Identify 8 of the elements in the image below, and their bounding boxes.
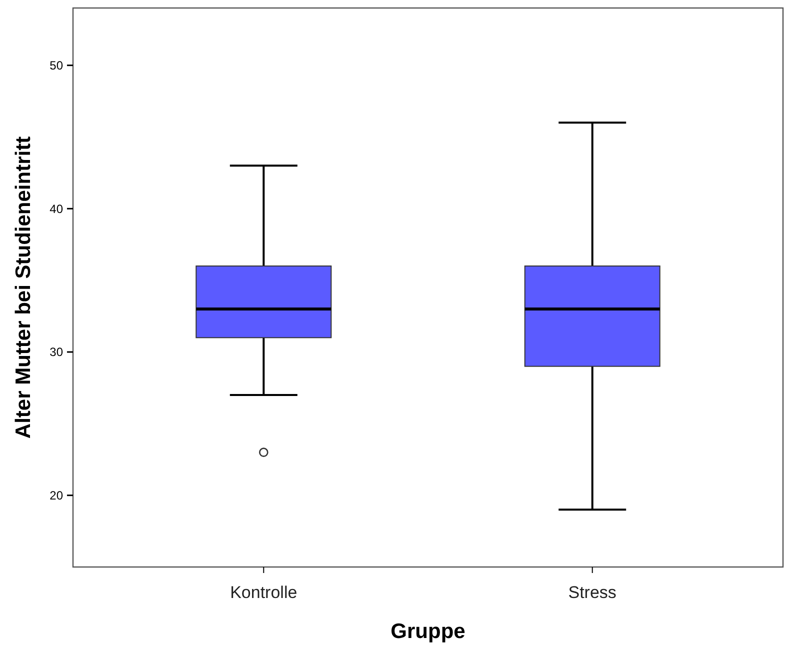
y-tick-label: 30 [50,345,64,360]
y-tick-label: 20 [50,488,64,503]
x-axis-title: Gruppe [390,620,466,643]
x-tick-label: Kontrolle [230,583,298,602]
y-axis-title: Alter Mutter bei Studieneintritt [12,136,35,439]
x-tick-label: Stress [568,583,616,602]
y-tick-label: 40 [50,202,64,216]
y-tick-label: 50 [50,58,64,73]
